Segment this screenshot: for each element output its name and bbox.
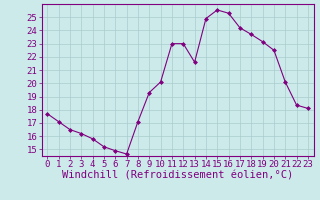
X-axis label: Windchill (Refroidissement éolien,°C): Windchill (Refroidissement éolien,°C): [62, 171, 293, 181]
